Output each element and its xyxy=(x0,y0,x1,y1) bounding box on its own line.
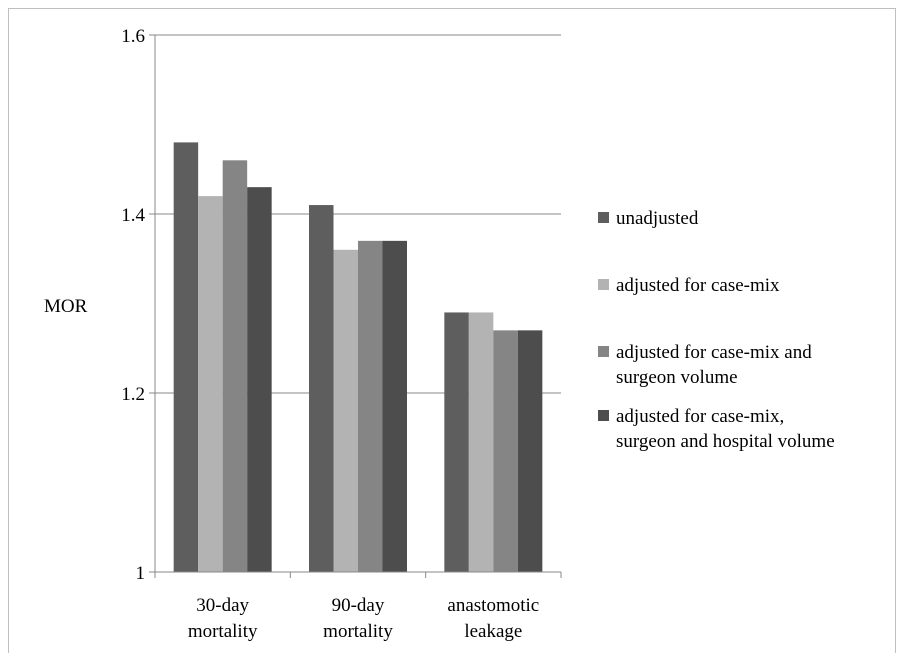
bar xyxy=(382,240,407,572)
x-tick-label: mortality xyxy=(188,621,258,642)
bar xyxy=(309,205,334,573)
chart-frame xyxy=(8,8,896,653)
bar xyxy=(222,160,248,573)
legend-swatch xyxy=(598,346,609,357)
y-tick-label: 1.6 xyxy=(121,26,145,47)
y-axis-label: MOR xyxy=(44,296,88,317)
bar xyxy=(493,330,518,572)
bar xyxy=(333,249,358,573)
legend-swatch xyxy=(598,212,609,223)
bar xyxy=(247,187,272,572)
legend-label: surgeon volume xyxy=(616,367,738,388)
y-tick-label: 1 xyxy=(136,563,146,584)
legend-label: unadjusted xyxy=(616,208,699,229)
bars xyxy=(173,142,543,573)
x-tick-label: anastomotic xyxy=(447,595,539,616)
bar xyxy=(517,330,543,572)
y-tick-labels: 1 1.2 1.4 1.6 xyxy=(121,26,145,584)
y-tick-label: 1.4 xyxy=(121,205,145,226)
legend-label: surgeon and hospital volume xyxy=(616,431,835,452)
bar xyxy=(444,312,469,572)
axes xyxy=(149,34,562,578)
legend-label: adjusted for case-mix xyxy=(616,275,780,296)
x-tick-labels: 30-day mortality 90-day mortality anastomoti… xyxy=(188,595,539,642)
legend-label: adjusted for case-mix, xyxy=(616,406,784,427)
x-tick-label: 90-day xyxy=(332,595,385,616)
bar xyxy=(173,142,199,572)
y-tick-label: 1.2 xyxy=(121,384,145,405)
legend-swatch xyxy=(598,279,609,290)
bar xyxy=(358,240,383,572)
x-tick-label: 30-day xyxy=(196,595,249,616)
bar xyxy=(198,196,223,572)
legend-label: adjusted for case-mix and xyxy=(616,342,812,363)
bar xyxy=(468,312,494,572)
legend-swatch xyxy=(598,410,609,421)
x-tick-label: mortality xyxy=(323,621,393,642)
x-tick-label: leakage xyxy=(464,621,522,642)
legend: unadjusted adjusted for case-mix adjusted … xyxy=(598,208,835,452)
